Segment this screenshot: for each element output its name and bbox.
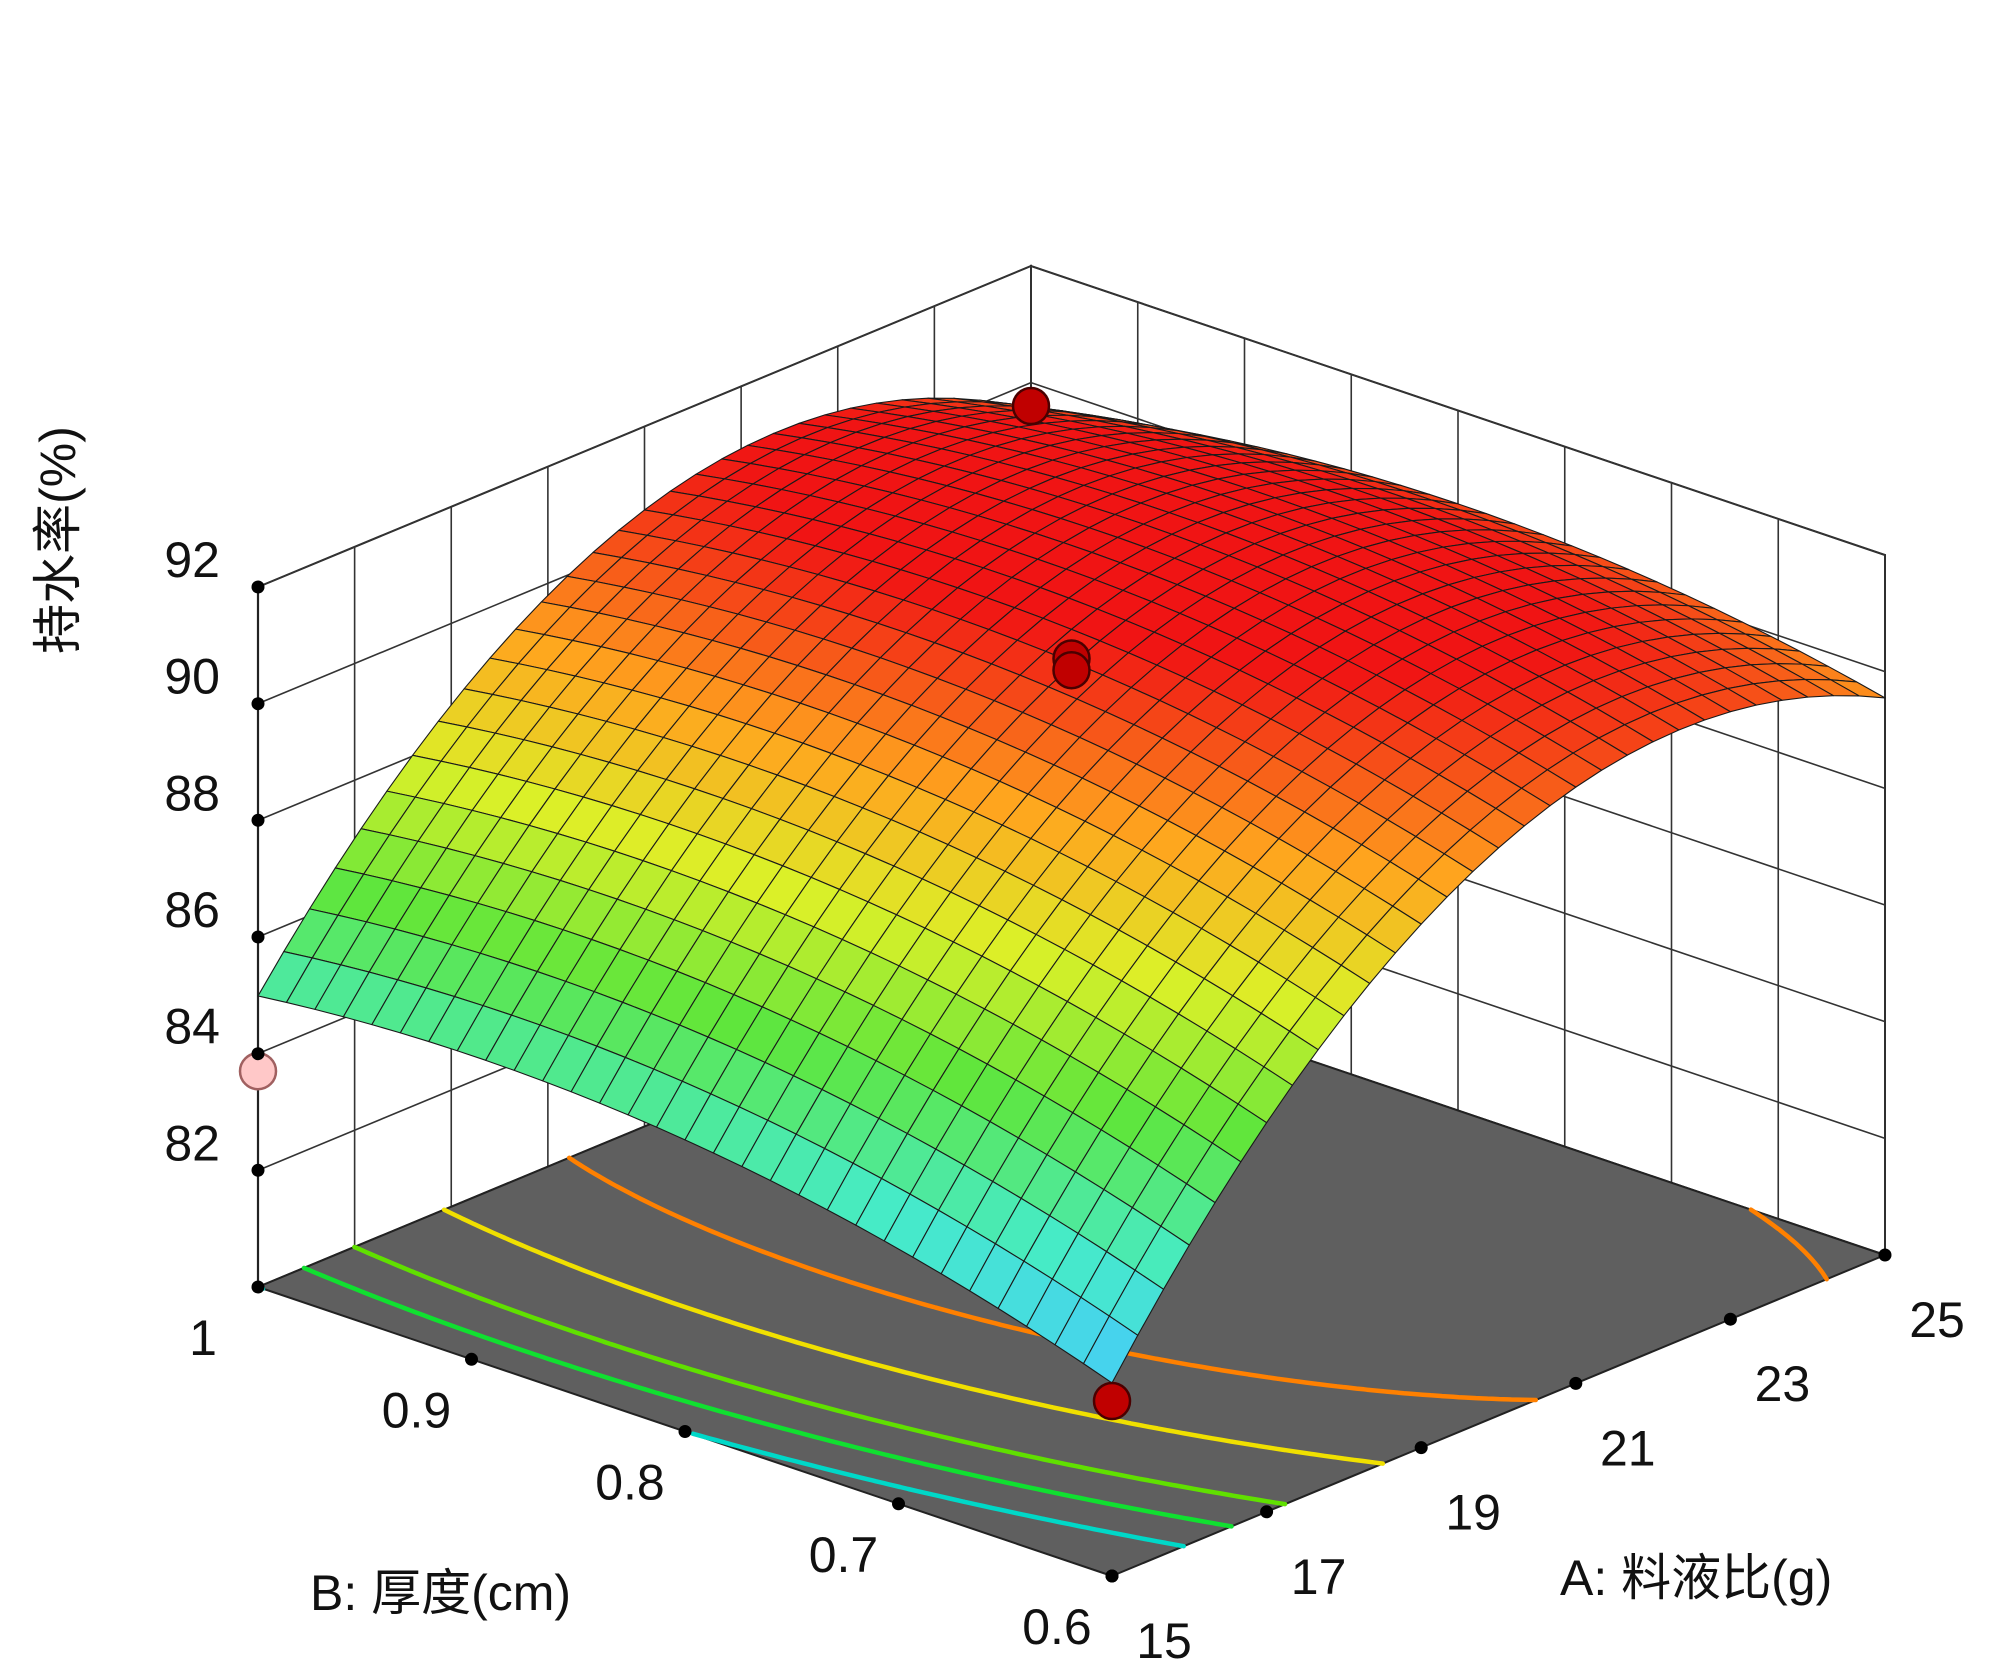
design-point: [1092, 1381, 1132, 1421]
y-tick-label: 0.9: [382, 1382, 452, 1438]
surface-cell: [1082, 1315, 1139, 1384]
axis-ticks: 15 17 19 21 23 25 0.6 0.7 0.8 0.9 1 82 84 86 88 90 92: [164, 532, 1964, 1666]
contour-line: [256, 1284, 1186, 1549]
y-tick-label: 0.7: [809, 1527, 879, 1583]
x-tick-label: 21: [1600, 1420, 1656, 1476]
x-tick-label: 15: [1136, 1613, 1192, 1666]
x-tick-label: 23: [1755, 1356, 1811, 1412]
y-tick-label: 0.6: [1022, 1599, 1092, 1655]
z-tick-label: 88: [164, 765, 220, 821]
z-tick-label: 86: [164, 882, 220, 938]
tick-mark: [465, 1352, 478, 1366]
z-tick-label: 84: [164, 999, 220, 1055]
x-tick-label: 25: [1909, 1292, 1965, 1348]
tick-mark: [892, 1497, 905, 1511]
x-tick-label: 19: [1445, 1485, 1501, 1541]
tick-mark: [251, 1047, 265, 1061]
z-tick-label: 92: [164, 532, 220, 588]
tick-mark: [1878, 1248, 1892, 1262]
x-tick-label: 17: [1291, 1549, 1347, 1605]
tick-mark: [678, 1425, 692, 1438]
design-point: [1011, 386, 1051, 426]
tick-mark: [251, 930, 265, 944]
tick-mark: [1414, 1441, 1428, 1455]
z-tick-label: 90: [164, 649, 220, 705]
contour-line: [352, 1244, 1288, 1507]
y-tick-label: 0.8: [595, 1455, 665, 1511]
design-point: [1052, 650, 1091, 690]
z-tick-label: 82: [164, 1115, 220, 1171]
design-points: [238, 386, 1132, 1421]
tick-mark: [251, 1163, 265, 1177]
y-tick-label: 1: [189, 1310, 217, 1366]
z-axis-title: 持水率(%): [30, 426, 86, 654]
tick-mark: [1723, 1312, 1737, 1326]
tick-mark: [1105, 1569, 1119, 1583]
y-axis-title: B: 厚度(cm): [310, 1565, 571, 1621]
x-axis-title: A: 料液比(g): [1560, 1550, 1832, 1606]
tick-mark: [251, 1280, 265, 1294]
contour-line: [441, 1207, 1386, 1466]
contour-line: [301, 1265, 1234, 1529]
tick-mark: [251, 580, 265, 594]
tick-mark: [251, 813, 265, 827]
response-surface: [257, 397, 1886, 1384]
tick-mark: [1260, 1505, 1274, 1519]
tick-mark: [251, 697, 265, 711]
tick-mark: [1569, 1376, 1583, 1390]
